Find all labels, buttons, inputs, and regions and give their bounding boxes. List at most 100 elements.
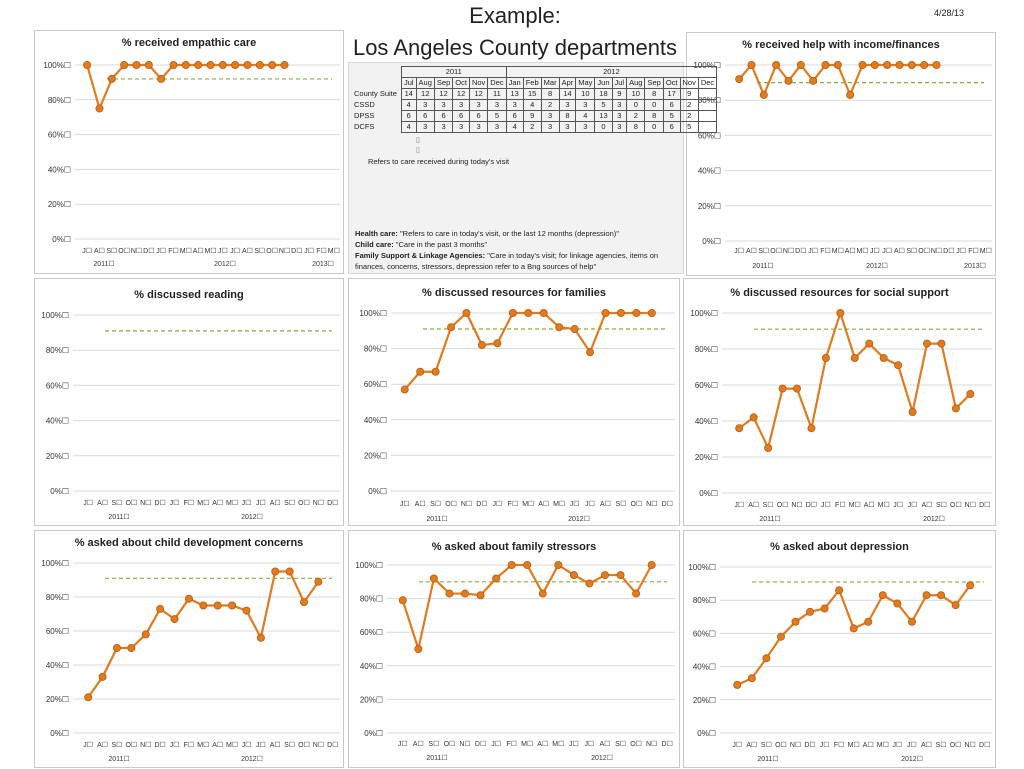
- y-tick-label: 0%☐: [699, 489, 718, 498]
- x-tick-label: D☐: [143, 247, 154, 255]
- x-tick-label: O☐: [777, 501, 789, 509]
- data-point: [492, 574, 501, 583]
- table-cell: 0: [644, 121, 664, 133]
- data-point: [400, 385, 409, 394]
- data-point: [821, 60, 830, 69]
- data-point: [508, 308, 517, 317]
- chart-title: % discussed reading: [134, 289, 244, 301]
- y-tick-label: 20%☐: [364, 451, 387, 460]
- y-tick-label: 100%☐: [41, 311, 69, 320]
- data-point: [632, 589, 641, 598]
- x-tick-label: A☐: [746, 741, 757, 749]
- x-tick-label: N☐: [646, 500, 657, 508]
- table-cell: 13: [594, 110, 613, 122]
- x-tick-label: F☐: [184, 741, 195, 749]
- data-point: [893, 599, 902, 608]
- data-point: [833, 60, 842, 69]
- chart-title: % discussed resources for families: [421, 287, 607, 299]
- report-date: 4/28/13: [933, 8, 964, 18]
- chart-plot: 0%☐20%☐40%☐60%☐80%☐100%☐J☐ A☐ S☐ O☐ N☐ D☐ J☐ F☐…: [688, 563, 992, 763]
- x-tick-label: D☐: [327, 499, 338, 507]
- x-tick-label: J☐: [907, 741, 917, 749]
- x-tick-label: O☐: [445, 500, 457, 508]
- data-point: [414, 645, 423, 654]
- x-tick-label: O☐: [918, 247, 930, 255]
- data-point: [647, 560, 656, 569]
- data-point: [951, 601, 960, 610]
- x-tick-label: A☐: [746, 247, 757, 255]
- x-tick-label: O☐: [950, 741, 962, 749]
- chart-plot: 0%☐20%☐40%☐60%☐80%☐100%☐J☐ A☐ S☐ O☐ N☐ D☐ J☐ F☐…: [693, 60, 992, 270]
- x-tick-label: M☐: [553, 500, 565, 508]
- data-point: [907, 617, 916, 626]
- data-point: [601, 308, 610, 317]
- data-point: [883, 60, 892, 69]
- y-tick-label: 80%☐: [695, 345, 718, 354]
- chart-title: % asked about family stressors: [431, 541, 597, 553]
- placeholder-glyph: ▯: [416, 147, 420, 154]
- data-point: [429, 574, 438, 583]
- data-point: [569, 571, 578, 580]
- x-tick-label: S☐: [106, 247, 117, 255]
- y-tick-label: 40%☐: [46, 417, 69, 426]
- table-row: County Suite 14 12 12 12 12 11 13 15 8 14 10 18 9 10 8 1…: [352, 88, 718, 100]
- table-row-label: CSSD: [354, 100, 375, 109]
- table-cell: 4: [575, 110, 596, 122]
- table-row: CSSD 4 3 3 3 3 3 3 4 2 3 3 5 3 0 0 6 2: [352, 99, 718, 111]
- table-cell: 8: [540, 88, 560, 100]
- x-tick-label: J☐: [734, 247, 744, 255]
- chart-plot: 0%☐20%☐40%☐60%☐80%☐100%☐J☐ A☐ S☐ O☐ N☐ D☐ J☐ F☐…: [690, 308, 992, 523]
- y-tick-label: 60%☐: [48, 131, 71, 140]
- y-tick-label: 20%☐: [695, 453, 718, 462]
- x-tick-label: A☐: [270, 741, 281, 749]
- table-month-header: Nov: [468, 77, 489, 89]
- x-tick-label: J☐: [256, 499, 266, 507]
- note-line: Family Support & Linkage Agencies: "Care…: [355, 250, 681, 272]
- x-tick-label: M☐: [226, 741, 238, 749]
- data-point: [895, 60, 904, 69]
- table-cell: 3: [468, 99, 489, 111]
- y-tick-label: 100%☐: [688, 563, 716, 572]
- x-tick-label: O☐: [118, 247, 130, 255]
- x-tick-label: F☐: [835, 501, 846, 509]
- table-cell: 2: [522, 121, 542, 133]
- data-point: [616, 308, 625, 317]
- table-cell: 6: [415, 110, 435, 122]
- series-line: [87, 570, 320, 698]
- x-tick-label: D☐: [795, 247, 806, 255]
- data-point: [784, 76, 793, 85]
- chart-plot: 0%☐20%☐40%☐60%☐80%☐100%☐J☐ A☐ S☐ O☐ N☐ D☐ J☐ F☐…: [41, 559, 340, 763]
- y-tick-label: 40%☐: [360, 662, 383, 671]
- data-point: [524, 308, 533, 317]
- table-month-header: Dec: [487, 77, 507, 89]
- x-tick-label: M☐: [856, 247, 868, 255]
- data-point: [821, 354, 830, 363]
- data-point: [846, 90, 855, 99]
- data-point: [806, 607, 815, 616]
- y-tick-label: 0%☐: [52, 235, 71, 244]
- table-cell: 5: [662, 110, 681, 122]
- x-tick-label: M☐: [328, 247, 340, 255]
- data-point: [169, 60, 178, 69]
- y-tick-label: 80%☐: [364, 345, 387, 354]
- data-point: [764, 443, 773, 452]
- data-point: [793, 384, 802, 393]
- x-tick-label: A☐: [97, 741, 108, 749]
- y-tick-label: 100%☐: [690, 309, 718, 318]
- x-tick-label: A☐: [863, 741, 874, 749]
- x-tick-label: D☐: [979, 501, 990, 509]
- data-point: [398, 596, 407, 605]
- x-tick-label: S☐: [111, 741, 122, 749]
- y-tick-label: 0%☐: [50, 729, 69, 738]
- table-month-header: Sep: [644, 77, 664, 89]
- table-cell: 8: [644, 88, 664, 100]
- data-point: [157, 74, 166, 83]
- x-tick-label: M☐: [980, 247, 992, 255]
- chart-resources-families: % discussed resources for families 0%☐ 20…: [348, 278, 680, 526]
- x-tick-label: J☐: [492, 500, 502, 508]
- y-tick-label: 60%☐: [46, 627, 69, 636]
- data-point: [570, 325, 579, 334]
- x-tick-label: F☐: [506, 740, 517, 748]
- data-point: [461, 589, 470, 598]
- table-cell: 3: [487, 121, 507, 133]
